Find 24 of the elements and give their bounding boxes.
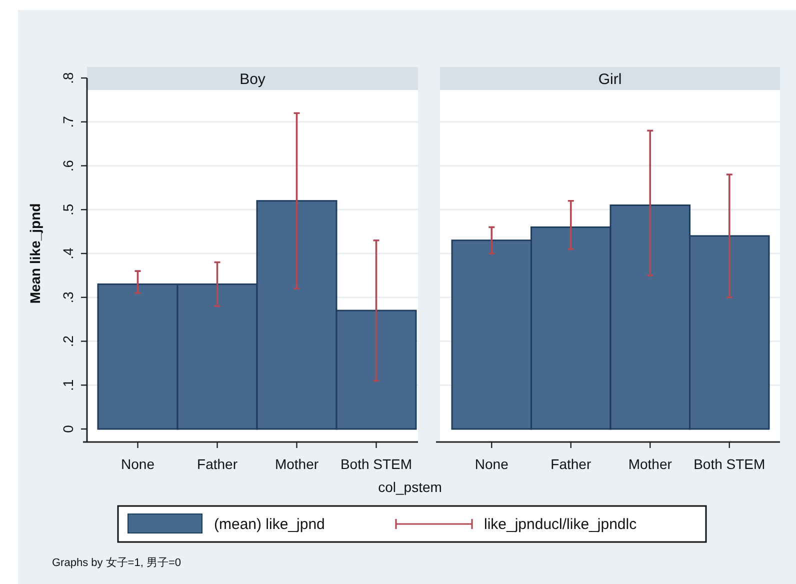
x-axis-title: col_pstem (378, 479, 442, 495)
x-tick-label: None (474, 456, 509, 472)
y-tick-label: .4 (60, 247, 76, 260)
y-tick-label: 0 (60, 424, 76, 433)
text: like_jpnducl/like_jpndlc (484, 516, 638, 533)
x-tick-label: Both STEM (340, 456, 412, 472)
y-tick-label: .8 (60, 72, 76, 84)
chart-title: Girl (598, 71, 622, 88)
y-tick-label: .6 (60, 160, 76, 172)
x-tick-label: Both STEM (694, 456, 766, 472)
x-tick-label: None (121, 456, 155, 472)
x-tick-label: Mother (274, 456, 319, 472)
y-axis-title: Mean like_jpnd (27, 203, 43, 304)
chart-title: Boy (240, 71, 266, 88)
x-tick-label: Father (197, 456, 238, 472)
y-tick-label: .2 (60, 335, 76, 348)
y-tick-label: .7 (60, 116, 76, 128)
legend-label: (mean) like_jpnd (214, 516, 325, 533)
y-tick-label: .1 (60, 379, 76, 391)
y-tick-label: .3 (60, 291, 76, 304)
x-tick-label: Father (550, 456, 592, 472)
text: Graphs by 女子=1, 男子=0 (52, 557, 181, 569)
x-tick-label: Mother (628, 456, 672, 472)
y-tick-label: .5 (60, 204, 76, 216)
